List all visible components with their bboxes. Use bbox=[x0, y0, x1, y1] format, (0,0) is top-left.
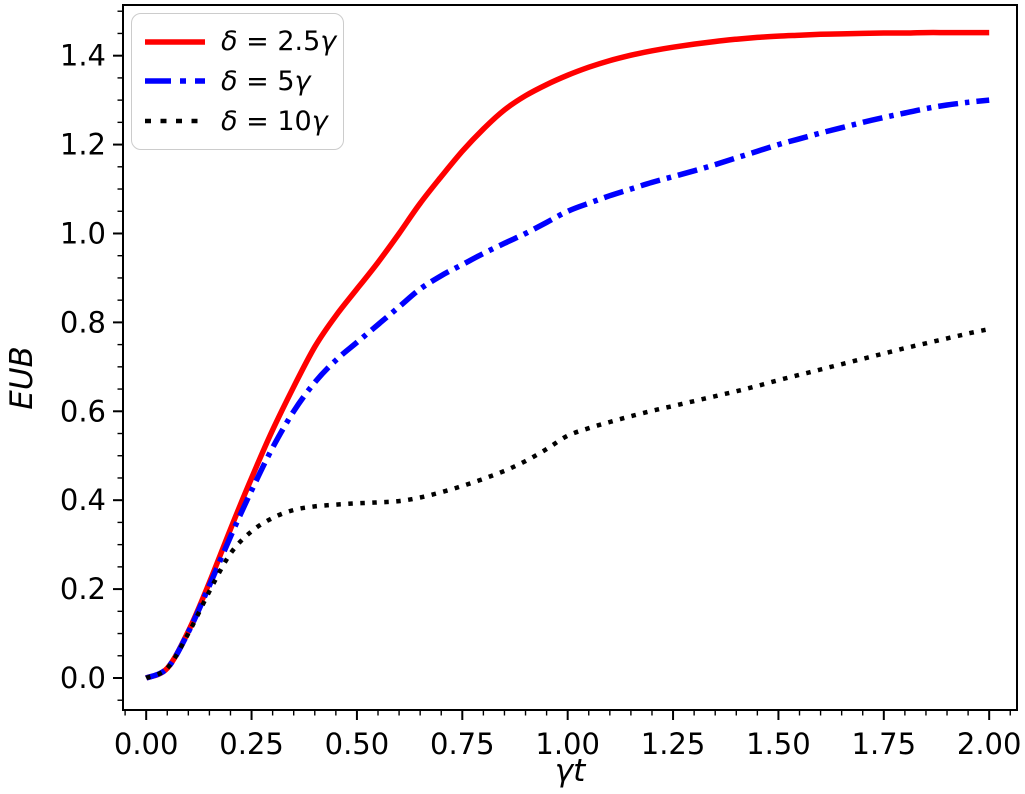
y-axis-label: EUB bbox=[4, 346, 40, 410]
series-line-0 bbox=[145, 29, 990, 681]
x-tick-label: 1.00 bbox=[535, 727, 600, 761]
x-tick-label: 0.25 bbox=[219, 727, 284, 761]
legend-item-delta-5: δ = 5γ bbox=[144, 66, 331, 97]
legend-item-delta-10: δ = 10γ bbox=[144, 106, 331, 137]
x-tick-label: 0.00 bbox=[114, 727, 179, 761]
series-line-2 bbox=[145, 326, 990, 681]
y-tick-label: 0.0 bbox=[60, 661, 106, 695]
x-tick-label: 1.75 bbox=[852, 727, 917, 761]
legend: δ = 2.5γ δ = 5γ δ = 10γ bbox=[131, 13, 344, 150]
y-tick-label: 0.2 bbox=[60, 572, 106, 606]
legend-item-label: δ = 2.5γ bbox=[221, 26, 337, 58]
axes-spines bbox=[122, 4, 1018, 711]
x-axis-label: γt bbox=[554, 753, 586, 789]
x-tick-label: 0.75 bbox=[430, 727, 495, 761]
legend-item-delta-2-5: δ = 2.5γ bbox=[144, 26, 336, 57]
y-tick-label: 0.8 bbox=[60, 305, 106, 339]
legend-line-sample-dashdot bbox=[145, 78, 205, 85]
x-tick-label: 2.00 bbox=[957, 727, 1022, 761]
y-tick-label: 0.4 bbox=[60, 483, 106, 517]
y-tick-label: 1.2 bbox=[60, 128, 106, 162]
x-tick-label: 1.25 bbox=[641, 727, 706, 761]
series-line-1 bbox=[145, 97, 990, 681]
legend-item-label: δ = 5γ bbox=[221, 65, 311, 97]
legend-line-sample-dotted bbox=[145, 118, 205, 124]
y-tick-label: 0.6 bbox=[60, 394, 106, 428]
legend-item-label: δ = 10γ bbox=[221, 105, 328, 137]
x-tick-label: 0.50 bbox=[325, 727, 390, 761]
x-tick-label: 1.50 bbox=[746, 727, 811, 761]
y-tick-label: 1.0 bbox=[60, 216, 106, 250]
y-tick-label: 1.4 bbox=[60, 39, 106, 73]
legend-line-sample-solid bbox=[145, 39, 205, 45]
